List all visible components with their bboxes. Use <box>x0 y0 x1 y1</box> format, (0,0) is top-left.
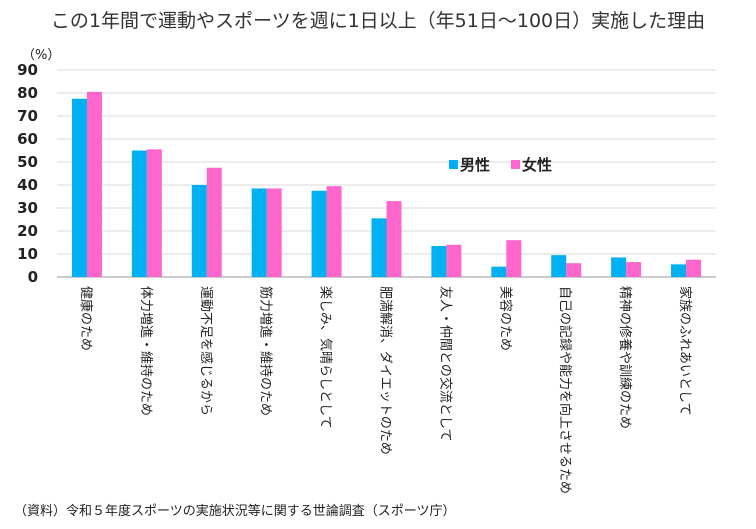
x-category-label: 美容のため <box>497 286 513 351</box>
y-tick-label: 90 <box>17 61 38 79</box>
bar-female <box>686 259 702 277</box>
bar-male <box>251 188 267 277</box>
bar-female <box>626 262 642 277</box>
legend: 男性 女性 <box>449 156 552 174</box>
x-category-label: 筋力増進・維持のため <box>258 286 274 416</box>
bar-female <box>566 263 582 277</box>
y-tick-label: 40 <box>17 176 38 194</box>
bar-male <box>191 185 207 277</box>
legend-swatch <box>449 160 458 169</box>
y-axis-unit-label: （%） <box>22 48 61 63</box>
y-tick-label: 50 <box>17 153 38 171</box>
x-category-label: 精神の修養や訓練のため <box>617 286 633 429</box>
x-category-label: 運動不足を感じるから <box>198 286 214 416</box>
y-tick-label: 80 <box>17 84 38 102</box>
y-tick-label: 0 <box>28 268 38 286</box>
gridlines <box>57 69 716 278</box>
bar-male <box>671 264 687 277</box>
bar-male <box>371 218 387 277</box>
x-category-label: 楽しみ、気晴らしとして <box>318 286 334 429</box>
legend-swatch <box>511 160 520 169</box>
y-tick-label: 20 <box>17 222 38 240</box>
legend-label: 女性 <box>522 156 552 174</box>
bar-female <box>206 167 222 277</box>
source-note: （資料）令和５年度スポーツの実施状況等に関する世論調査（スポーツ庁） <box>14 504 456 519</box>
bar-female <box>506 240 522 277</box>
bar-male <box>131 150 147 277</box>
bars <box>71 91 702 277</box>
bar-male <box>71 98 87 277</box>
x-category-label: 健康のため <box>78 286 94 351</box>
y-axis-ticks: 0 10 20 30 40 50 60 70 80 90 <box>17 61 38 286</box>
bar-female <box>86 91 102 277</box>
x-category-label: 肥満解消、ダイエットのため <box>378 286 393 455</box>
y-tick-label: 30 <box>17 199 38 217</box>
bar-male <box>611 257 627 277</box>
x-category-label: 家族のふれあいとして <box>677 286 693 416</box>
bar-male <box>491 266 507 277</box>
bar-female <box>446 244 462 277</box>
x-category-label: 自己の記録や能力を向上させるため <box>557 286 573 494</box>
bar-female <box>146 149 162 277</box>
bar-female <box>326 186 342 277</box>
bar-male <box>311 190 327 277</box>
x-category-label: 体力増進・維持のため <box>138 286 153 416</box>
y-tick-label: 60 <box>17 130 38 148</box>
bar-female <box>266 188 282 277</box>
y-tick-label: 70 <box>17 107 38 125</box>
bar-male <box>551 255 567 277</box>
legend-label: 男性 <box>460 156 490 174</box>
y-tick-label: 10 <box>17 245 38 263</box>
bar-male <box>431 245 447 277</box>
x-axis-labels: 健康のため 体力増進・維持のため 運動不足を感じるから 筋力増進・維持のため 楽しみ、気… <box>78 286 693 494</box>
bar-female <box>386 201 402 277</box>
x-category-label: 友人・仲間との交流として <box>437 286 453 441</box>
chart-title: この1年間で運動やスポーツを週に1日以上（年51日〜100日）実施した理由 <box>50 10 706 32</box>
